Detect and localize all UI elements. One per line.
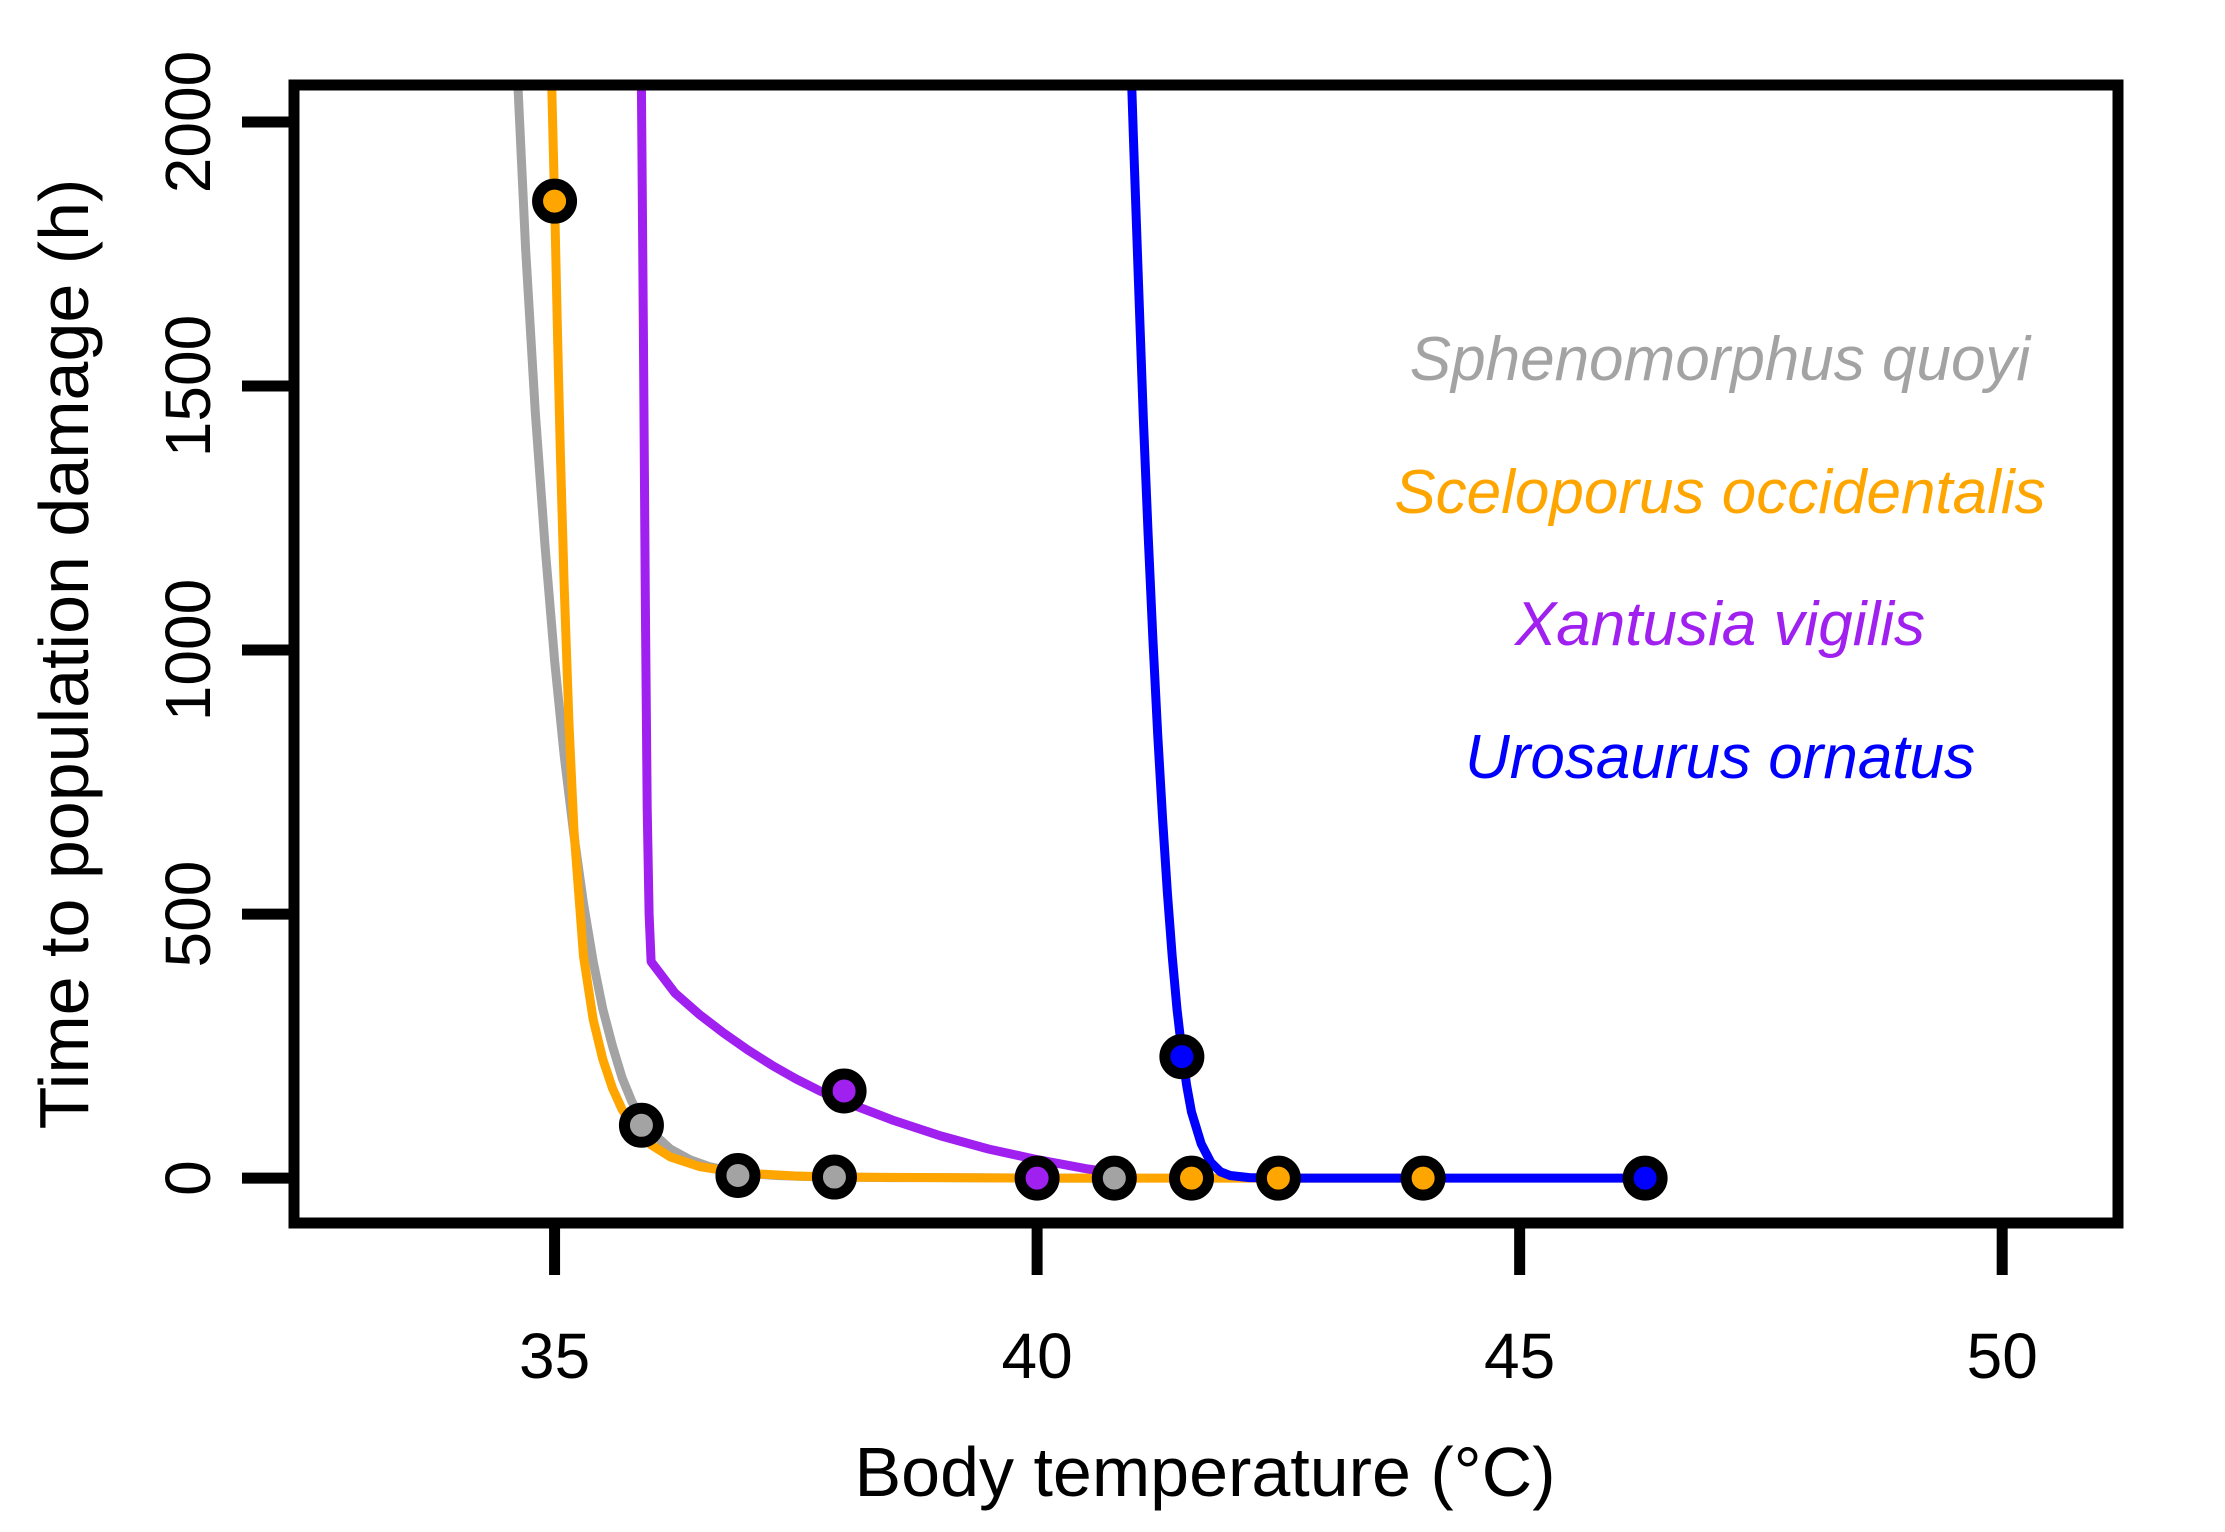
- data-point-sceloporus-occidentalis: [532, 178, 578, 224]
- data-point-xantusia-vigilis: [821, 1068, 867, 1114]
- series-line-sceloporus-occidentalis: [547, 85, 1424, 1183]
- x-axis-label: Body temperature (°C): [854, 1433, 1555, 1511]
- data-point-urosaurus-ornatus: [1159, 1034, 1205, 1080]
- y-tick-label: 2000: [152, 51, 224, 193]
- data-point-urosaurus-ornatus: [1622, 1155, 1668, 1201]
- data-point-sphenomorphus-quoyi: [618, 1102, 664, 1148]
- data-point-sceloporus-occidentalis: [1400, 1155, 1446, 1201]
- legend-entry-sphenomorphus-quoyi: Sphenomorphus quoyi: [1410, 325, 2033, 394]
- data-point-xantusia-vigilis: [1014, 1155, 1060, 1201]
- x-tick-label: 40: [1002, 1320, 1073, 1392]
- series-curves: [513, 85, 1646, 1183]
- legend: Sphenomorphus quoyi Sceloporus occidenta…: [1394, 325, 2045, 792]
- data-point-sceloporus-occidentalis: [1255, 1155, 1301, 1201]
- y-tick-label: 1500: [152, 315, 224, 457]
- x-tick-label: 50: [1967, 1320, 2038, 1392]
- legend-entry-urosaurus-ornatus: Urosaurus ornatus: [1465, 723, 1975, 792]
- x-tick-label: 45: [1484, 1320, 1555, 1392]
- legend-entry-xantusia-vigilis: Xantusia vigilis: [1513, 590, 1925, 659]
- data-points: [532, 178, 1668, 1201]
- y-tick-label: 500: [152, 861, 224, 968]
- series-line-xantusia-vigilis: [636, 85, 1135, 1180]
- data-point-sceloporus-occidentalis: [1169, 1155, 1215, 1201]
- series-line-sphenomorphus-quoyi: [513, 85, 1134, 1183]
- x-tick-label: 35: [519, 1320, 590, 1392]
- data-point-sphenomorphus-quoyi: [811, 1154, 857, 1200]
- x-axis-ticks: 35 40 45 50: [519, 1223, 2038, 1392]
- y-axis-label: Time to population damage (h): [25, 179, 103, 1130]
- data-point-sphenomorphus-quoyi: [1091, 1155, 1137, 1201]
- y-tick-label: 1000: [152, 579, 224, 721]
- data-point-sphenomorphus-quoyi: [715, 1152, 761, 1198]
- y-axis-ticks: 0 500 1000 1500 2000: [152, 51, 294, 1196]
- y-tick-label: 0: [152, 1160, 224, 1196]
- legend-entry-sceloporus-occidentalis: Sceloporus occidentalis: [1394, 458, 2045, 527]
